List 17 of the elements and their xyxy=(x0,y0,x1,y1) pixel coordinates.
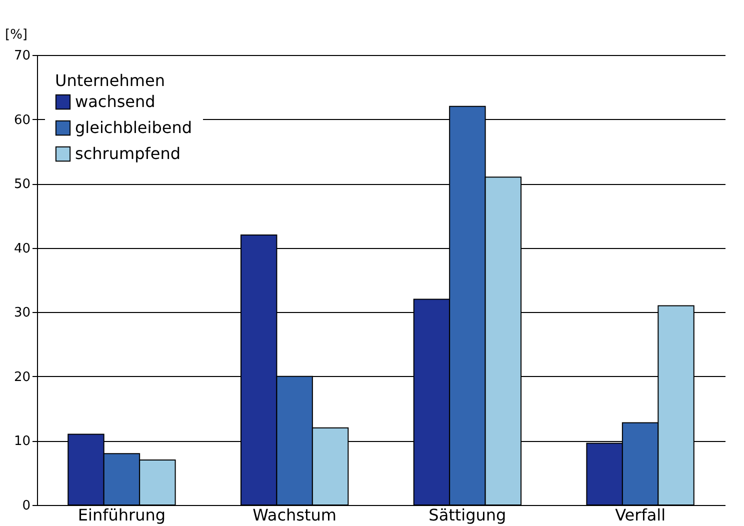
legend-label: wachsend xyxy=(75,92,156,111)
y-tick-label: 20 xyxy=(14,370,30,385)
legend-label: schrumpfend xyxy=(75,144,181,163)
x-tick-label: Verfall xyxy=(615,506,666,524)
y-tick-label: 0 xyxy=(22,498,30,514)
x-tick-label: Sättigung xyxy=(428,506,506,524)
y-tick-label: 30 xyxy=(14,306,30,321)
y-tick-label: 70 xyxy=(14,48,30,64)
x-tick-label: Wachstum xyxy=(252,506,337,524)
legend-title: Unternehmen xyxy=(55,71,165,90)
y-tick-label: 50 xyxy=(14,177,30,192)
y-tick-label: 40 xyxy=(14,241,30,256)
y-tick-label: 60 xyxy=(14,112,30,128)
legend-label: gleichbleibend xyxy=(75,118,192,137)
y-axis-title: [%] xyxy=(5,28,28,42)
y-tick-label: 10 xyxy=(14,434,30,450)
x-tick-label: Einführung xyxy=(78,506,166,524)
